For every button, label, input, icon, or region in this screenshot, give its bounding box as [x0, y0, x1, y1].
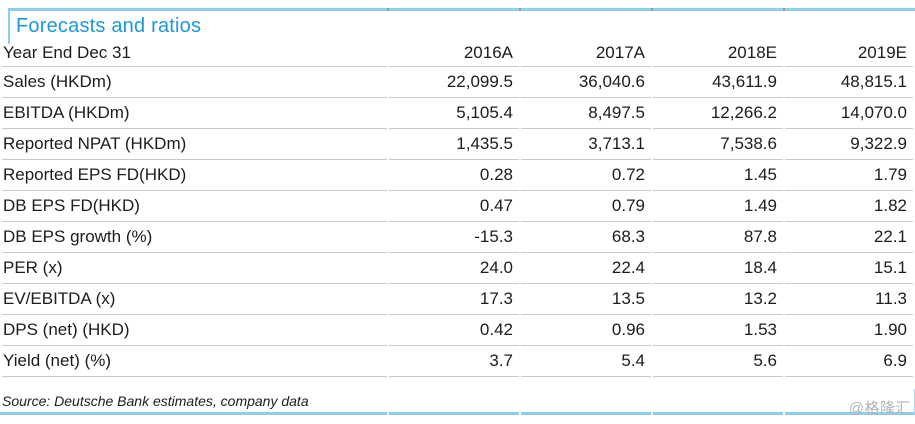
- cell-value: 0.42: [389, 315, 519, 346]
- row-label-reported-npat: Reported NPAT (HKDm): [2, 129, 387, 160]
- rule-segment: [521, 8, 651, 11]
- table-row: DB EPS growth (%) -15.3 68.3 87.8 22.1: [2, 222, 913, 253]
- header-col-2019e: 2019E: [785, 40, 913, 67]
- cell-value: 15.1: [785, 253, 913, 284]
- cell-value: 9,322.9: [785, 129, 913, 160]
- cell-value: 13.2: [653, 284, 783, 315]
- rule-tick: [387, 8, 389, 11]
- table-row: PER (x) 24.0 22.4 18.4 15.1: [2, 253, 913, 284]
- cell-value: 8,497.5: [521, 98, 651, 129]
- row-label-yield: Yield (net) (%): [2, 346, 387, 377]
- rule-tick: [519, 8, 521, 11]
- cell-value: 5.6: [653, 346, 783, 377]
- header-col-2017a: 2017A: [521, 40, 651, 67]
- row-label-ev-ebitda: EV/EBITDA (x): [2, 284, 387, 315]
- cell-value: 12,266.2: [653, 98, 783, 129]
- table-row: DB EPS FD(HKD) 0.47 0.79 1.49 1.82: [2, 191, 913, 222]
- watermark: @格隆汇: [848, 400, 911, 417]
- title-block: Forecasts and ratios: [8, 8, 201, 44]
- row-label-per: PER (x): [2, 253, 387, 284]
- rule-segment: [389, 8, 519, 11]
- rule-segment: [8, 8, 387, 11]
- table-row: Yield (net) (%) 3.7 5.4 5.6 6.9: [2, 346, 913, 377]
- cell-value: 0.96: [521, 315, 651, 346]
- forecasts-table: Year End Dec 31 2016A 2017A 2018E 2019E …: [0, 40, 915, 377]
- cell-value: 5,105.4: [389, 98, 519, 129]
- rule-segment: [785, 8, 915, 11]
- table-row: Reported EPS FD(HKD) 0.28 0.72 1.45 1.79: [2, 160, 913, 191]
- cell-value: 1,435.5: [389, 129, 519, 160]
- cell-value: 0.79: [521, 191, 651, 222]
- header-year-end: Year End Dec 31: [2, 40, 387, 67]
- cell-value: 68.3: [521, 222, 651, 253]
- source-row: Source: Deutsche Bank estimates, company…: [0, 389, 915, 412]
- source-note: Source: Deutsche Bank estimates, company…: [2, 392, 309, 409]
- row-label-ebitda: EBITDA (HKDm): [2, 98, 387, 129]
- rule-segment: [653, 8, 783, 11]
- cell-value: 17.3: [389, 284, 519, 315]
- rule-segment: [0, 412, 387, 415]
- bottom-rule: [0, 412, 915, 415]
- cell-value: 22,099.5: [389, 67, 519, 98]
- cell-value: 18.4: [653, 253, 783, 284]
- cell-value: 1.45: [653, 160, 783, 191]
- cell-value: 1.49: [653, 191, 783, 222]
- table-row: Sales (HKDm) 22,099.5 36,040.6 43,611.9 …: [2, 67, 913, 98]
- cell-value: 43,611.9: [653, 67, 783, 98]
- rule-segment: [653, 412, 783, 415]
- page-title: Forecasts and ratios: [16, 14, 202, 37]
- cell-value: 1.90: [785, 315, 913, 346]
- table-row: EV/EBITDA (x) 17.3 13.5 13.2 11.3: [2, 284, 913, 315]
- rule-segment: [785, 412, 915, 415]
- cell-value: 11.3: [785, 284, 913, 315]
- cell-value: 24.0: [389, 253, 519, 284]
- table-row: Reported NPAT (HKDm) 1,435.5 3,713.1 7,5…: [2, 129, 913, 160]
- row-label-dps: DPS (net) (HKD): [2, 315, 387, 346]
- header-col-2016a: 2016A: [389, 40, 519, 67]
- cell-value: 87.8: [653, 222, 783, 253]
- row-label-sales: Sales (HKDm): [2, 67, 387, 98]
- cell-value: 0.28: [389, 160, 519, 191]
- cell-value: 22.4: [521, 253, 651, 284]
- cell-value: 13.5: [521, 284, 651, 315]
- cell-value: 5.4: [521, 346, 651, 377]
- top-rule: [8, 8, 915, 11]
- cell-value: 14,070.0: [785, 98, 913, 129]
- rule-segment: [521, 412, 651, 415]
- cell-value: 0.47: [389, 191, 519, 222]
- rule-segment: [389, 412, 519, 415]
- table-row: EBITDA (HKDm) 5,105.4 8,497.5 12,266.2 1…: [2, 98, 913, 129]
- cell-value: 3,713.1: [521, 129, 651, 160]
- header-col-2018e: 2018E: [653, 40, 783, 67]
- row-label-db-eps-fd: DB EPS FD(HKD): [2, 191, 387, 222]
- cell-value: 48,815.1: [785, 67, 913, 98]
- cell-value: -15.3: [389, 222, 519, 253]
- table-row: DPS (net) (HKD) 0.42 0.96 1.53 1.90: [2, 315, 913, 346]
- cell-value: 1.79: [785, 160, 913, 191]
- cell-value: 36,040.6: [521, 67, 651, 98]
- table-header-row: Year End Dec 31 2016A 2017A 2018E 2019E: [2, 40, 913, 67]
- cell-value: 6.9: [785, 346, 913, 377]
- cell-value: 3.7: [389, 346, 519, 377]
- cell-value: 22.1: [785, 222, 913, 253]
- rule-tick: [783, 8, 785, 11]
- cell-value: 7,538.6: [653, 129, 783, 160]
- cell-value: 1.82: [785, 191, 913, 222]
- cell-value: 0.72: [521, 160, 651, 191]
- row-label-reported-eps-fd: Reported EPS FD(HKD): [2, 160, 387, 191]
- rule-tick: [651, 8, 653, 11]
- cell-value: 1.53: [653, 315, 783, 346]
- row-label-db-eps-growth: DB EPS growth (%): [2, 222, 387, 253]
